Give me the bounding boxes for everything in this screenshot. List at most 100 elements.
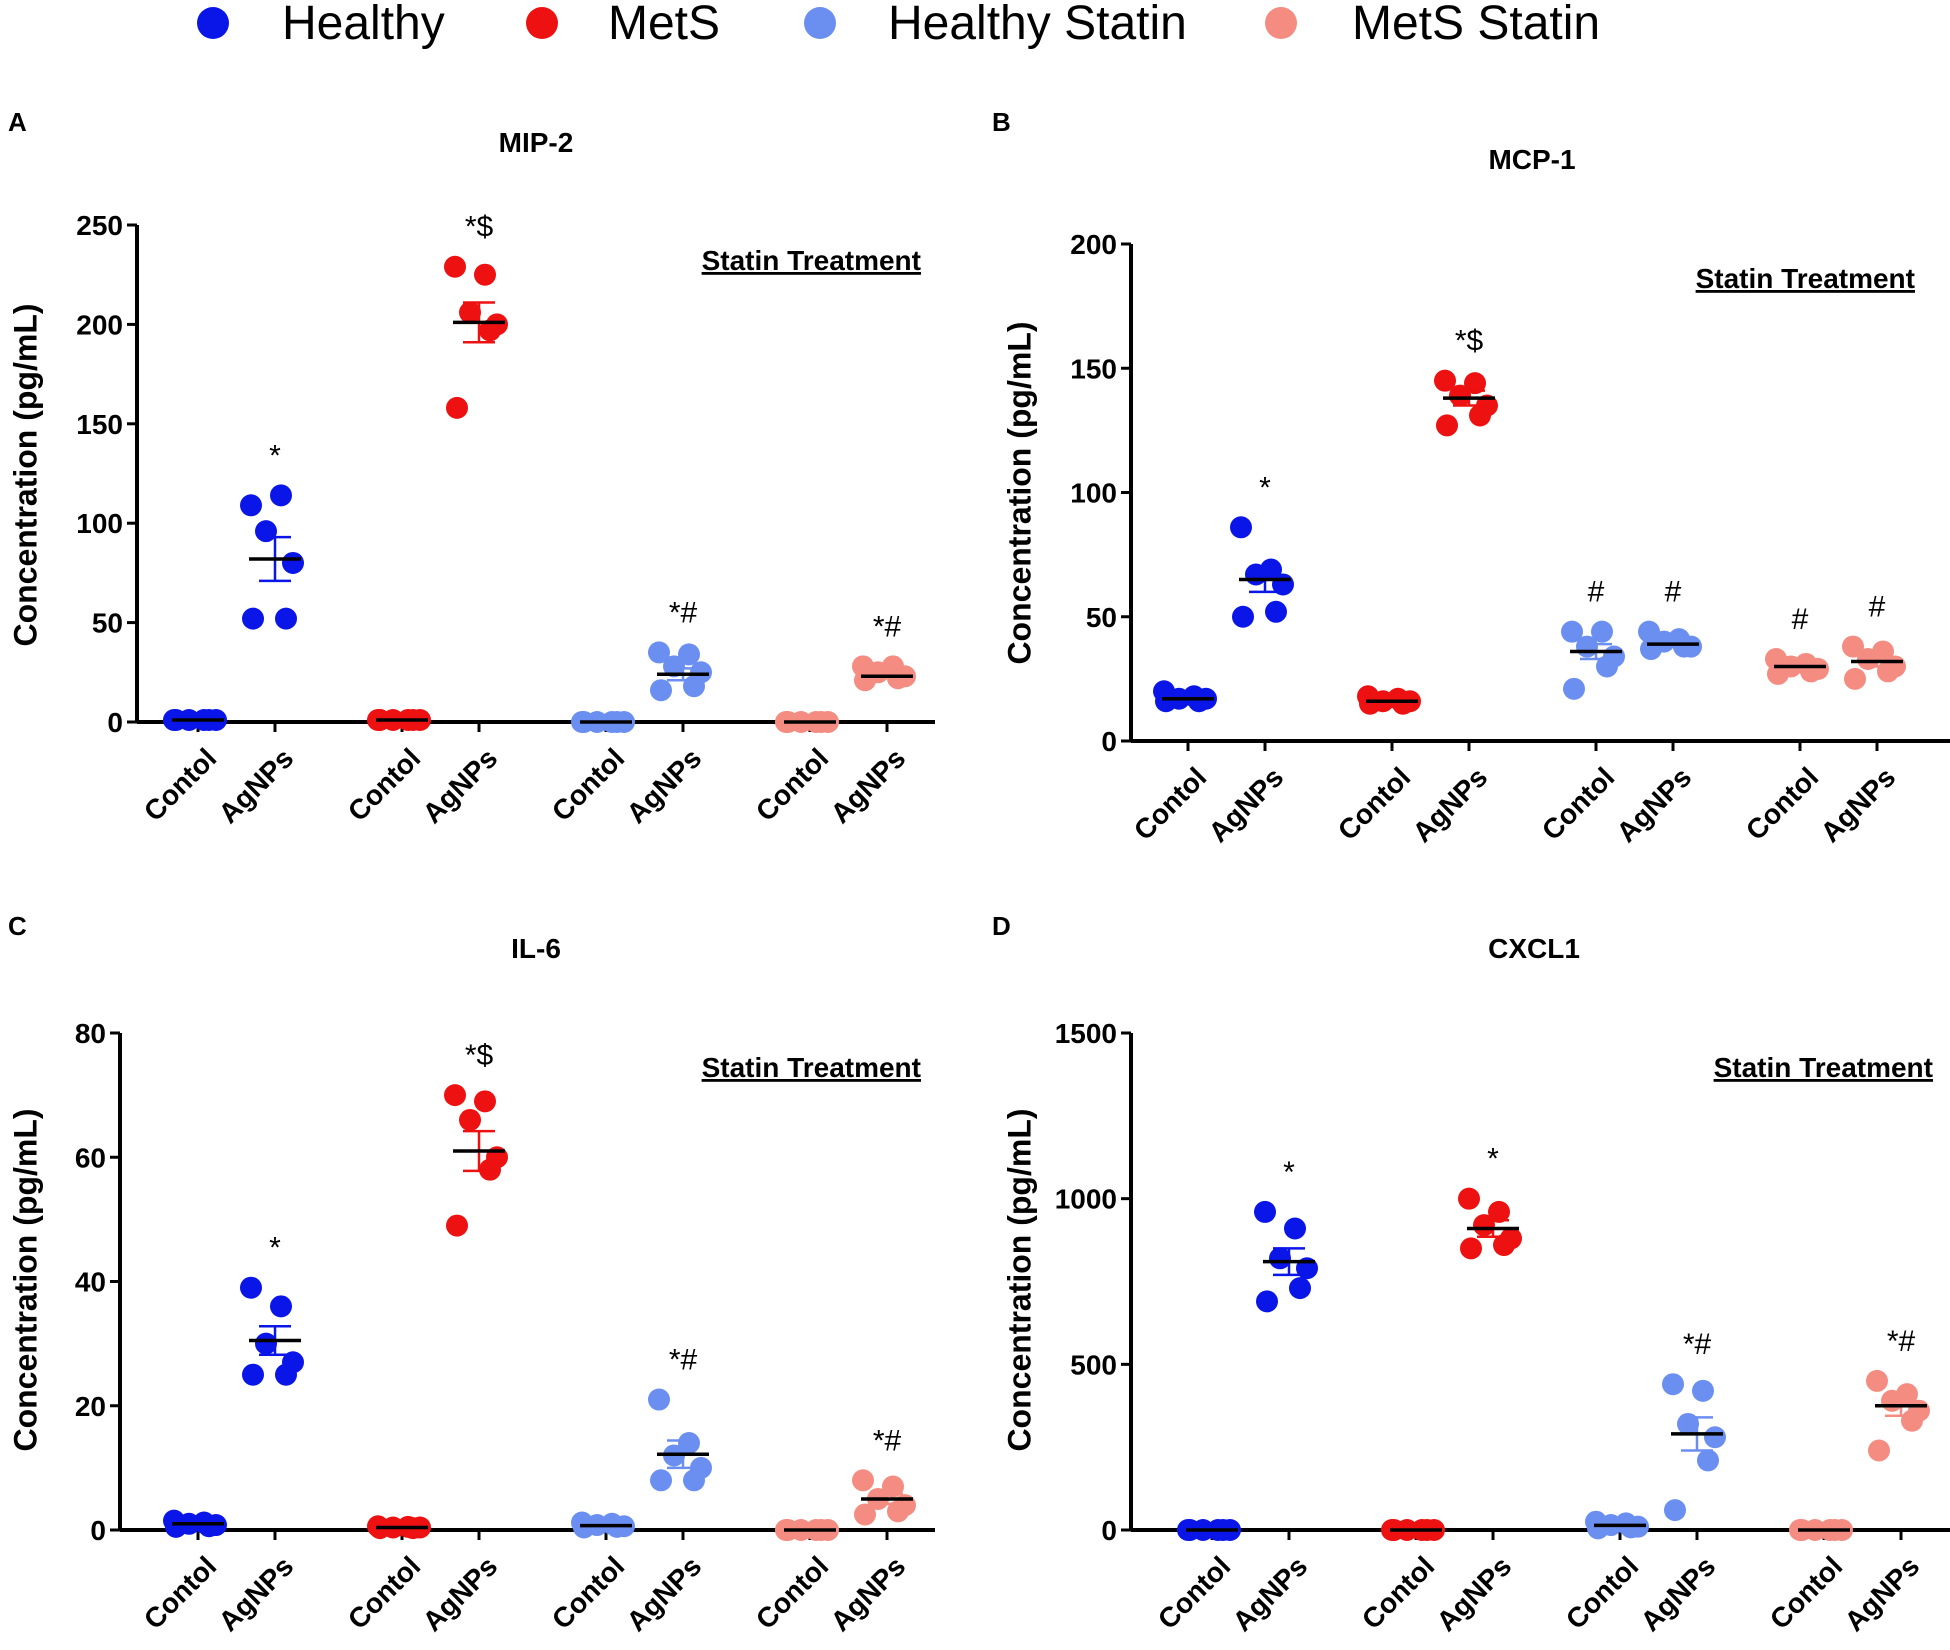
chart-title: MIP-2 [499, 127, 574, 158]
group-caption: Statin Treatment [1696, 263, 1915, 294]
significance-annotation: *# [669, 1344, 698, 1377]
significance-annotation: *# [1887, 1325, 1916, 1358]
data-point [882, 1475, 904, 1498]
data-point [1704, 1426, 1726, 1449]
data-point [1493, 1234, 1515, 1257]
data-point [1469, 404, 1491, 427]
x-tick-label: Contol [1152, 1550, 1237, 1635]
data-point [1576, 635, 1598, 658]
data-point [1473, 1214, 1495, 1237]
x-tick-label: AgNPs [1227, 1550, 1314, 1637]
significance-annotation: * [1283, 1156, 1295, 1189]
y-tick-label: 150 [1070, 353, 1117, 384]
data-point [1868, 1439, 1890, 1462]
data-point [275, 1363, 297, 1386]
x-tick-label: AgNPs [1635, 1550, 1722, 1637]
significance-annotation: * [1487, 1143, 1499, 1176]
y-tick-label: 50 [1086, 602, 1117, 633]
legend-marker-2 [804, 7, 836, 39]
x-tick-label: Contol [1560, 1550, 1645, 1635]
x-tick-label: Contol [1356, 1550, 1441, 1635]
data-point [1284, 1217, 1306, 1240]
x-tick-label: AgNPs [825, 1550, 912, 1637]
data-point [1563, 677, 1585, 700]
panel-letter: A [8, 107, 27, 137]
y-tick-label: 20 [75, 1391, 106, 1422]
significance-annotation: *# [873, 1424, 902, 1457]
data-point [573, 1516, 595, 1539]
data-point [1881, 1389, 1903, 1412]
x-tick-label: Contol [1128, 761, 1213, 846]
significance-annotation: *# [873, 610, 902, 643]
x-tick-label: Contol [750, 1550, 835, 1635]
data-point [240, 1276, 262, 1299]
y-tick-label: 250 [76, 210, 123, 241]
y-tick-label: 1500 [1055, 1018, 1117, 1049]
data-point [1265, 600, 1287, 623]
y-axis-label: Concentration (pg/mL) [1001, 1108, 1037, 1451]
data-point [683, 1469, 705, 1492]
data-point [1458, 1187, 1480, 1210]
significance-annotation: * [1259, 471, 1271, 504]
y-tick-label: 150 [76, 409, 123, 440]
legend-marker-0 [197, 7, 229, 39]
data-point [1596, 655, 1618, 678]
legend-label-3: MetS Statin [1352, 0, 1600, 50]
significance-annotation: *$ [465, 1039, 494, 1072]
x-tick-label: AgNPs [621, 742, 708, 829]
legend-label-0: Healthy [282, 0, 445, 50]
data-point [1697, 1449, 1719, 1472]
y-axis-label: Concentration (pg/mL) [1001, 321, 1037, 664]
data-point [1434, 369, 1456, 392]
data-point [255, 1332, 277, 1355]
data-point [255, 520, 277, 543]
data-point [683, 675, 705, 698]
data-point [1901, 1409, 1923, 1432]
data-point [648, 1388, 670, 1411]
data-point [270, 484, 292, 507]
data-point [854, 1503, 876, 1526]
y-tick-label: 200 [76, 309, 123, 340]
data-point [444, 1084, 466, 1107]
data-point [887, 1500, 909, 1523]
x-tick-label: AgNPs [1431, 1550, 1518, 1637]
data-point [854, 669, 876, 692]
y-tick-label: 80 [75, 1018, 106, 1049]
data-point [1587, 1517, 1609, 1540]
data-point [1230, 516, 1252, 539]
data-point [446, 1214, 468, 1237]
legend-marker-1 [526, 7, 558, 39]
x-tick-label: AgNPs [1407, 761, 1494, 848]
panel-B: B MCP-1 Concentration (pg/mL) 0 50 100 150 200 S… [992, 107, 1950, 848]
x-tick-label: Contol [546, 1550, 631, 1635]
data-point [1436, 414, 1458, 437]
y-tick-label: 200 [1070, 229, 1117, 260]
data-point [650, 679, 672, 702]
x-tick-label: Contol [546, 742, 631, 827]
data-point [270, 1295, 292, 1318]
y-tick-label: 500 [1070, 1349, 1117, 1380]
panel-letter: C [8, 911, 27, 941]
y-tick-label: 0 [1101, 726, 1117, 757]
data-point [1359, 692, 1381, 715]
chart-title: MCP-1 [1488, 144, 1575, 175]
data-point [240, 494, 262, 517]
data-point [1866, 1369, 1888, 1392]
x-tick-label: Contol [1332, 761, 1417, 846]
chart-title: CXCL1 [1488, 933, 1580, 964]
data-point [1664, 1499, 1686, 1522]
significance-annotation: # [1665, 576, 1682, 609]
data-point [1662, 1373, 1684, 1396]
y-tick-label: 0 [107, 707, 123, 738]
y-axis-label: Concentration (pg/mL) [7, 303, 43, 646]
panel-D: D CXCL1 Concentration (pg/mL) 0 500 1000 1500 S… [992, 911, 1950, 1637]
data-point [852, 1469, 874, 1492]
y-tick-label: 40 [75, 1267, 106, 1298]
x-tick-label: AgNPs [417, 1550, 504, 1637]
x-tick-label: Contol [138, 742, 223, 827]
panel-A: A MIP-2 Concentration (pg/mL) 0 50 100 150 200 2… [7, 107, 935, 829]
x-tick-label: AgNPs [213, 1550, 300, 1637]
y-tick-label: 100 [76, 508, 123, 539]
data-point [1591, 620, 1613, 643]
data-point [1844, 667, 1866, 690]
